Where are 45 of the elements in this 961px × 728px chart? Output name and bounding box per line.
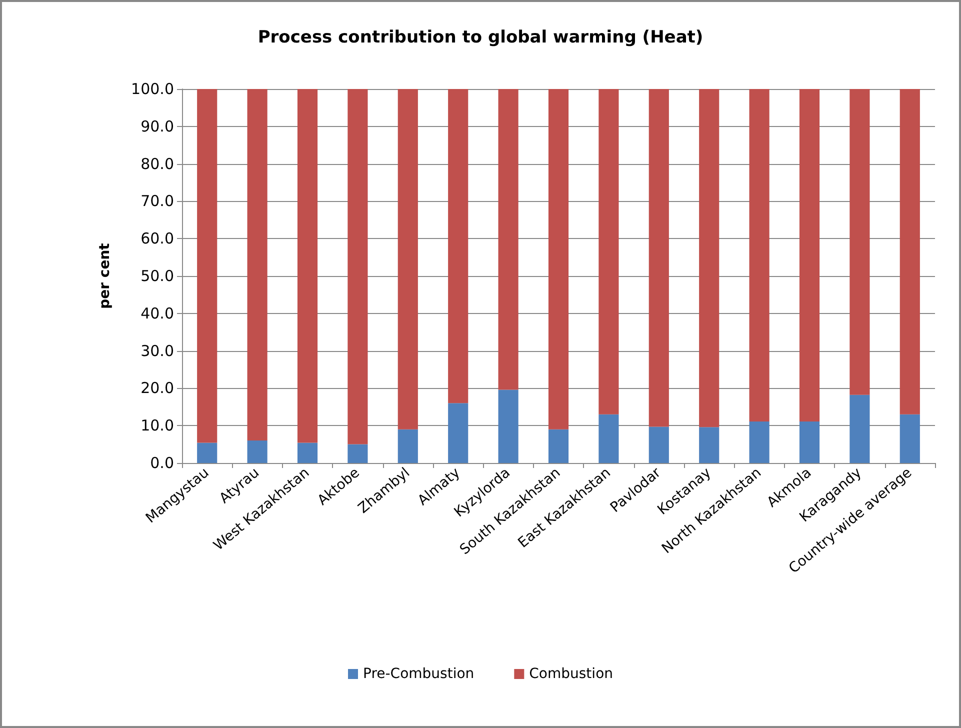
bar xyxy=(398,89,418,430)
bar xyxy=(598,414,619,463)
bar xyxy=(448,89,468,404)
y-tick-label: 90.0 xyxy=(140,117,174,136)
bar xyxy=(197,442,218,463)
y-tick-label: 70.0 xyxy=(140,192,174,210)
bar xyxy=(648,426,669,463)
bar xyxy=(348,444,368,463)
y-tick-label: 20.0 xyxy=(140,379,174,398)
bar xyxy=(900,414,920,463)
bar xyxy=(297,442,318,463)
bar xyxy=(699,427,720,463)
bar xyxy=(648,89,669,427)
bar xyxy=(247,89,268,441)
bar xyxy=(749,89,770,422)
bar xyxy=(799,89,820,422)
bar xyxy=(297,89,318,443)
chart-title: Process contribution to global warming (Heat) xyxy=(258,28,704,48)
bar xyxy=(850,89,870,395)
y-tick-label: 0.0 xyxy=(150,454,174,472)
legend-label: Pre-Combustion xyxy=(362,666,474,682)
bar xyxy=(197,89,218,443)
bar xyxy=(548,89,569,430)
bar xyxy=(699,89,720,428)
bar xyxy=(850,394,870,463)
legend-label: Combustion xyxy=(529,666,614,682)
bar xyxy=(348,89,368,444)
y-tick-label: 10.0 xyxy=(140,416,174,435)
bar xyxy=(398,429,418,463)
y-tick-label: 40.0 xyxy=(140,304,174,322)
bar xyxy=(548,429,569,463)
y-tick-label: 30.0 xyxy=(140,342,174,360)
bar xyxy=(900,89,920,414)
y-axis-title: per cent xyxy=(97,242,113,309)
y-tick-label: 50.0 xyxy=(140,267,174,285)
bar xyxy=(247,440,268,463)
bar xyxy=(749,421,770,463)
bar xyxy=(498,390,518,463)
y-tick-label: 80.0 xyxy=(140,154,174,173)
y-tick-label: 100.0 xyxy=(131,80,174,98)
bar xyxy=(448,403,468,463)
y-tick-label: 60.0 xyxy=(140,230,174,248)
bar xyxy=(498,89,518,390)
bar xyxy=(799,421,820,463)
bar xyxy=(598,89,619,414)
